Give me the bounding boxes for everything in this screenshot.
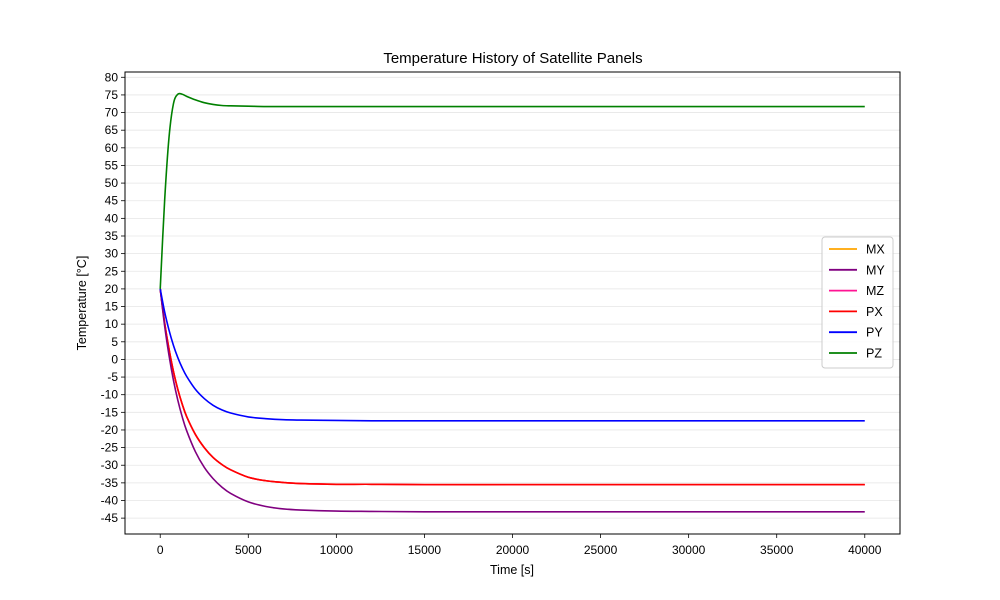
y-tick-label: 50 bbox=[105, 176, 119, 190]
y-tick-label: -10 bbox=[101, 388, 119, 402]
x-tick-label: 25000 bbox=[584, 543, 618, 557]
plot-frame bbox=[124, 71, 901, 535]
y-tick-label: -45 bbox=[101, 511, 119, 525]
legend-label-pz: PZ bbox=[866, 347, 882, 361]
x-tick-label: 15000 bbox=[408, 543, 442, 557]
y-axis-label: Temperature [°C] bbox=[75, 256, 89, 351]
series-line-px bbox=[159, 288, 865, 486]
legend-label-my: MY bbox=[866, 263, 885, 277]
y-tick-label: 65 bbox=[105, 123, 119, 137]
y-tick-label: -35 bbox=[101, 476, 119, 490]
legend-label-mx: MX bbox=[866, 243, 885, 257]
x-axis-label: Time [s] bbox=[490, 563, 534, 577]
legend-box bbox=[821, 236, 894, 369]
legend-label-py: PY bbox=[866, 326, 883, 340]
legend: MX MY MZ PX PY PZ bbox=[821, 236, 894, 369]
series-line-mx bbox=[159, 288, 865, 486]
y-tick-label: 70 bbox=[105, 106, 119, 120]
y-tick-label: 25 bbox=[105, 264, 119, 278]
y-tick-label: 40 bbox=[105, 211, 119, 225]
legend-label-px: PX bbox=[866, 305, 883, 319]
y-tick-label: -5 bbox=[107, 370, 118, 384]
chart-title: Temperature History of Satellite Panels bbox=[383, 50, 642, 67]
y-tick-label: -40 bbox=[101, 493, 119, 507]
y-tick-label: -20 bbox=[101, 423, 119, 437]
series-line-my bbox=[159, 288, 865, 513]
x-tick-label: 0 bbox=[157, 543, 164, 557]
y-tick-label: -30 bbox=[101, 458, 119, 472]
y-tick-label: -25 bbox=[101, 441, 119, 455]
x-axis-ticks: 0 5000 10000 15000 20000 25000 30000 35000 40000 bbox=[157, 534, 882, 557]
y-tick-label: 60 bbox=[105, 141, 119, 155]
y-tick-label: 5 bbox=[111, 335, 118, 349]
series-line-py bbox=[159, 288, 865, 422]
legend-label-mz: MZ bbox=[866, 284, 884, 298]
x-tick-label: 40000 bbox=[848, 543, 882, 557]
y-tick-label: -15 bbox=[101, 405, 119, 419]
series-lines bbox=[159, 92, 865, 513]
y-tick-label: 80 bbox=[105, 70, 119, 84]
grid-lines bbox=[125, 76, 900, 519]
y-tick-label: 20 bbox=[105, 282, 119, 296]
x-tick-label: 30000 bbox=[672, 543, 706, 557]
y-tick-label: 15 bbox=[105, 300, 119, 314]
y-axis-ticks: -45 -40 -35 -30 -25 -20 -15 -10 -5 0 5 10 15 20 25 30 35… bbox=[101, 70, 125, 525]
x-tick-label: 20000 bbox=[496, 543, 530, 557]
y-tick-label: 30 bbox=[105, 247, 119, 261]
y-tick-label: 55 bbox=[105, 158, 119, 172]
y-tick-label: 0 bbox=[111, 352, 118, 366]
y-tick-label: 45 bbox=[105, 194, 119, 208]
y-tick-label: 10 bbox=[105, 317, 119, 331]
series-line-pz bbox=[159, 92, 865, 289]
y-tick-label: 75 bbox=[105, 88, 119, 102]
x-tick-label: 35000 bbox=[760, 543, 794, 557]
x-tick-label: 5000 bbox=[235, 543, 262, 557]
series-line-mz bbox=[159, 288, 865, 486]
y-tick-label: 35 bbox=[105, 229, 119, 243]
x-tick-label: 10000 bbox=[320, 543, 354, 557]
